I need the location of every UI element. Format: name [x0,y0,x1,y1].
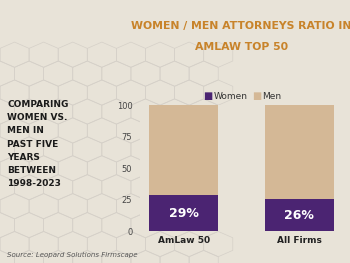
Text: ■: ■ [203,91,212,101]
Text: Men: Men [262,92,282,101]
Text: AMLAW TOP 50: AMLAW TOP 50 [195,42,288,52]
Text: ■: ■ [252,91,261,101]
Text: WOMEN / MEN ATTORNEYS RATIO IN: WOMEN / MEN ATTORNEYS RATIO IN [131,21,350,31]
Bar [149,105,218,195]
Text: Women: Women [214,92,247,101]
Text: Source: Leopard Solutions Firmscape: Source: Leopard Solutions Firmscape [7,252,138,258]
Text: COMPARING
WOMEN VS.
MEN IN
PAST FIVE
YEARS
BETWEEN
1998-2023: COMPARING WOMEN VS. MEN IN PAST FIVE YEA… [7,100,68,188]
Text: 26%: 26% [284,209,314,221]
Bar [265,199,334,231]
Bar [265,105,334,199]
Bar [149,195,218,231]
Text: 29%: 29% [169,207,199,220]
